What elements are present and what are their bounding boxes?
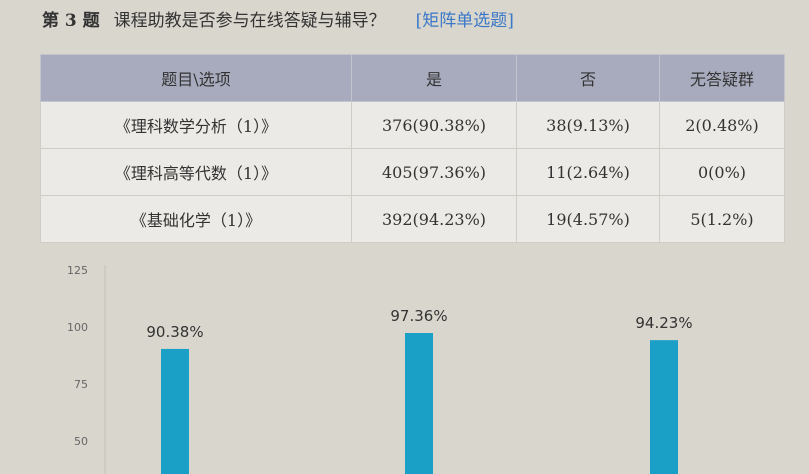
header-item: 题目\选项 xyxy=(40,54,352,102)
cell: 11(2.64%) xyxy=(516,148,660,196)
data-label: 97.36% xyxy=(390,307,447,325)
cell: 392(94.23%) xyxy=(351,195,517,243)
bar xyxy=(161,348,189,474)
header-yes: 是 xyxy=(351,54,517,102)
y-tick-label: 75 xyxy=(74,378,88,391)
cell: 5(1.2%) xyxy=(659,195,785,243)
data-label: 90.38% xyxy=(146,323,203,341)
table-header: 题目\选项 是 否 无答疑群 xyxy=(40,54,785,102)
cell: 38(9.13%) xyxy=(516,101,660,149)
y-tick-label: 125 xyxy=(67,264,88,277)
results-table: 题目\选项 是 否 无答疑群 《理科数学分析（1）》 376(90.38%) 3… xyxy=(40,54,785,243)
cell: 《基础化学（1）》 xyxy=(40,195,352,243)
cell: 0(0%) xyxy=(659,148,785,196)
question-type-link[interactable]: [矩阵单选题] xyxy=(415,11,514,31)
cell: 405(97.36%) xyxy=(351,148,517,196)
header-no-group: 无答疑群 xyxy=(659,54,785,102)
cell: 376(90.38%) xyxy=(351,101,517,149)
cell: 19(4.57%) xyxy=(516,195,660,243)
bar xyxy=(405,333,433,474)
bar xyxy=(650,340,678,474)
question-text: 课程助教是否参与在线答疑与辅导？ xyxy=(113,11,386,31)
header-no: 否 xyxy=(516,54,660,102)
cell: 《理科高等代数（1）》 xyxy=(40,148,352,196)
cell: 2(0.48%) xyxy=(659,101,785,149)
table-row: 《理科高等代数（1）》 405(97.36%) 11(2.64%) 0(0%) xyxy=(40,148,785,196)
y-tick-label: 50 xyxy=(74,435,88,448)
table-row: 《基础化学（1）》 392(94.23%) 19(4.57%) 5(1.2%) xyxy=(40,195,785,243)
question-title: 第 3 题课程助教是否参与在线答疑与辅导？ [矩阵单选题] xyxy=(42,6,514,31)
bar-chart: 125 100 75 50 90.38% 97.36% 94.23% xyxy=(67,264,693,474)
y-tick-label: 100 xyxy=(67,321,88,334)
question-number: 第 3 题 xyxy=(42,11,100,31)
cell: 《理科数学分析（1）》 xyxy=(40,101,352,149)
data-label: 94.23% xyxy=(635,314,692,332)
table-row: 《理科数学分析（1）》 376(90.38%) 38(9.13%) 2(0.48… xyxy=(40,101,785,149)
